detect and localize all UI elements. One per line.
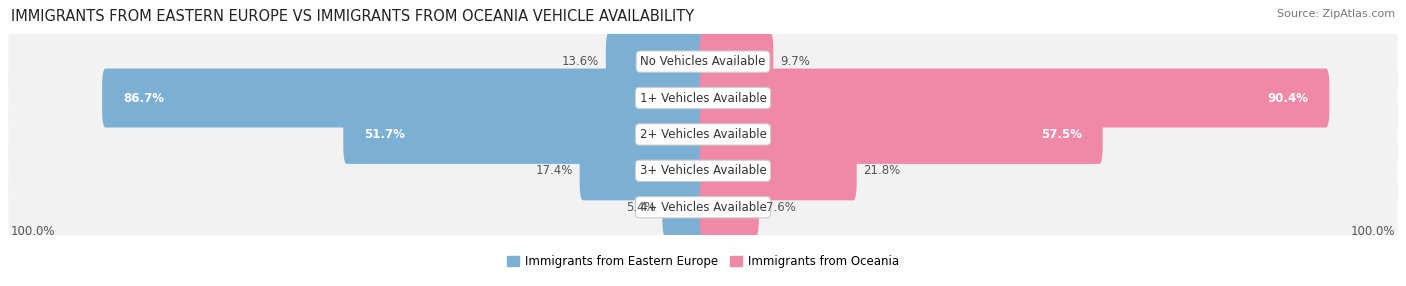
Text: 57.5%: 57.5% [1040,128,1083,141]
FancyBboxPatch shape [606,32,706,91]
FancyBboxPatch shape [8,138,1398,203]
FancyBboxPatch shape [8,65,1398,130]
FancyBboxPatch shape [700,141,856,200]
Text: 21.8%: 21.8% [863,164,901,177]
Text: 5.4%: 5.4% [626,201,655,214]
Text: 4+ Vehicles Available: 4+ Vehicles Available [640,201,766,214]
FancyBboxPatch shape [700,105,1102,164]
Text: 1+ Vehicles Available: 1+ Vehicles Available [640,92,766,104]
Text: 3+ Vehicles Available: 3+ Vehicles Available [640,164,766,177]
Text: 86.7%: 86.7% [122,92,163,104]
Text: 2+ Vehicles Available: 2+ Vehicles Available [640,128,766,141]
Text: 100.0%: 100.0% [1351,225,1396,239]
Text: IMMIGRANTS FROM EASTERN EUROPE VS IMMIGRANTS FROM OCEANIA VEHICLE AVAILABILITY: IMMIGRANTS FROM EASTERN EUROPE VS IMMIGR… [11,9,695,23]
FancyBboxPatch shape [8,175,1398,240]
Text: 90.4%: 90.4% [1268,92,1309,104]
Text: No Vehicles Available: No Vehicles Available [640,55,766,68]
FancyBboxPatch shape [8,102,1398,167]
FancyBboxPatch shape [700,69,1330,128]
Text: 17.4%: 17.4% [536,164,572,177]
FancyBboxPatch shape [700,32,773,91]
Text: 51.7%: 51.7% [364,128,405,141]
Text: 9.7%: 9.7% [780,55,810,68]
FancyBboxPatch shape [8,29,1398,94]
Text: 100.0%: 100.0% [10,225,55,239]
Text: 7.6%: 7.6% [766,201,796,214]
FancyBboxPatch shape [579,141,706,200]
FancyBboxPatch shape [103,69,706,128]
FancyBboxPatch shape [343,105,706,164]
Legend: Immigrants from Eastern Europe, Immigrants from Oceania: Immigrants from Eastern Europe, Immigran… [502,250,904,273]
FancyBboxPatch shape [700,178,759,237]
FancyBboxPatch shape [662,178,706,237]
Text: 13.6%: 13.6% [562,55,599,68]
Text: Source: ZipAtlas.com: Source: ZipAtlas.com [1277,9,1395,19]
